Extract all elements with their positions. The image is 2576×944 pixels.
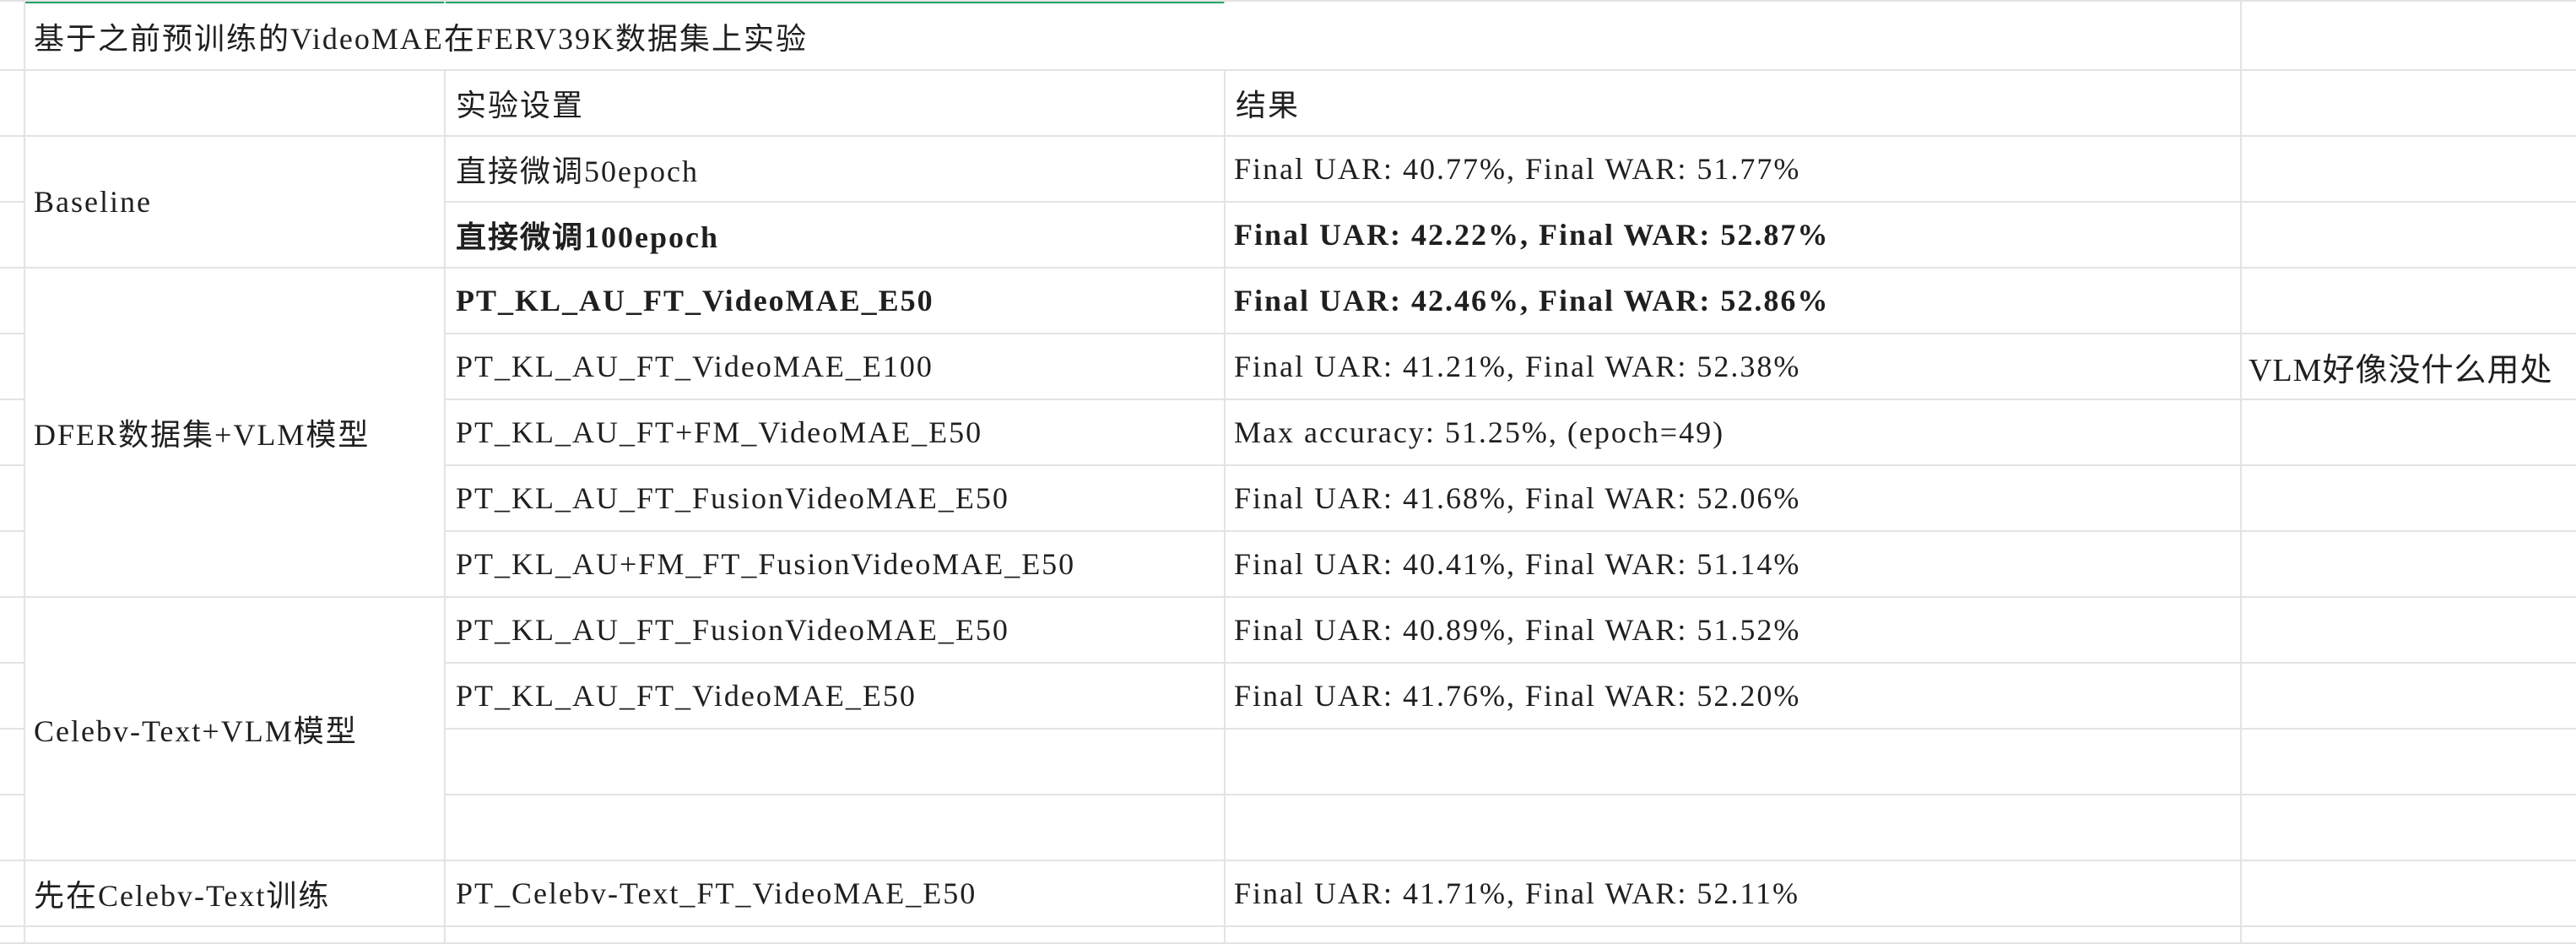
result-cell[interactable]: Final UAR: 42.22%, Final WAR: 52.87% xyxy=(1234,218,1830,252)
grid-hline xyxy=(0,530,2576,532)
grid-hline xyxy=(0,794,2576,795)
grid-hline xyxy=(0,925,2576,927)
setting-cell[interactable]: PT_KL_AU_FT_FusionVideoMAE_E50 xyxy=(456,613,1009,647)
result-cell[interactable]: Final UAR: 40.77%, Final WAR: 51.77% xyxy=(1234,152,1801,186)
setting-cell[interactable]: PT_Celebv-Text_FT_VideoMAE_E50 xyxy=(456,876,977,910)
result-cell[interactable]: Final UAR: 41.76%, Final WAR: 52.20% xyxy=(1234,679,1801,713)
setting-cell[interactable]: PT_KL_AU_FT_VideoMAE_E50 xyxy=(456,284,934,317)
grid-hline xyxy=(0,399,2576,400)
grid-hline xyxy=(0,464,2576,466)
setting-cell[interactable]: 直接微调50epoch xyxy=(456,155,699,188)
setting-cell[interactable]: PT_KL_AU_FT_VideoMAE_E50 xyxy=(456,679,917,713)
group-label-cell[interactable]: Celebv-Text+VLM模型 xyxy=(25,598,444,860)
grid-hline xyxy=(0,0,2576,2)
result-cell[interactable]: Final UAR: 41.71%, Final WAR: 52.11% xyxy=(1234,876,1800,910)
result-cell[interactable] xyxy=(1226,795,2240,860)
grid-hline xyxy=(0,135,2576,137)
result-cell[interactable]: Final UAR: 41.21%, Final WAR: 52.38% xyxy=(1234,350,1801,383)
result-cell[interactable]: Final UAR: 40.89%, Final WAR: 51.52% xyxy=(1234,613,1801,647)
result-cell[interactable]: Final UAR: 40.41%, Final WAR: 51.14% xyxy=(1234,547,1801,581)
group-label-cell[interactable]: 先在Celebv-Text训练 xyxy=(25,861,444,925)
grid-vline xyxy=(444,0,446,942)
result-cell[interactable] xyxy=(1226,730,2240,794)
result-cell[interactable]: Final UAR: 42.46%, Final WAR: 52.86% xyxy=(1234,284,1830,317)
grid-hline xyxy=(0,201,2576,203)
setting-cell[interactable]: PT_KL_AU+FM_FT_FusionVideoMAE_E50 xyxy=(456,547,1076,581)
grid-vline xyxy=(2240,0,2242,942)
header-setting[interactable]: 实验设置 xyxy=(456,89,585,122)
grid-hline xyxy=(0,69,2576,71)
selected-cell-indicator xyxy=(25,0,1224,3)
group-label-cell[interactable]: Baseline xyxy=(25,137,444,267)
setting-cell[interactable]: PT_KL_AU_FT_VideoMAE_E100 xyxy=(456,350,934,383)
grid-hline xyxy=(0,860,2576,861)
header-result[interactable]: 结果 xyxy=(1236,89,1301,122)
setting-cell[interactable]: PT_KL_AU_FT+FM_VideoMAE_E50 xyxy=(456,415,983,449)
note-cell[interactable]: VLM好像没什么用处 xyxy=(2249,352,2553,388)
group-label-cell[interactable]: DFER数据集+VLM模型 xyxy=(25,269,444,596)
grid-hline xyxy=(0,728,2576,730)
result-cell[interactable]: Max accuracy: 51.25%, (epoch=49) xyxy=(1234,415,1725,449)
grid-vline xyxy=(24,0,25,942)
setting-cell[interactable] xyxy=(446,795,1224,860)
grid-hline xyxy=(0,596,2576,598)
grid-hline xyxy=(0,662,2576,664)
setting-cell[interactable]: PT_KL_AU_FT_FusionVideoMAE_E50 xyxy=(456,481,1009,515)
setting-cell[interactable]: 直接微调100epoch xyxy=(456,220,720,254)
grid-hline xyxy=(0,333,2576,334)
grid-vline xyxy=(1224,0,1226,942)
grid-hline xyxy=(0,267,2576,269)
result-cell[interactable]: Final UAR: 41.68%, Final WAR: 52.06% xyxy=(1234,481,1801,515)
setting-cell[interactable] xyxy=(446,730,1224,794)
sheet-title[interactable]: 基于之前预训练的VideoMAE在FERV39K数据集上实验 xyxy=(25,3,2240,69)
